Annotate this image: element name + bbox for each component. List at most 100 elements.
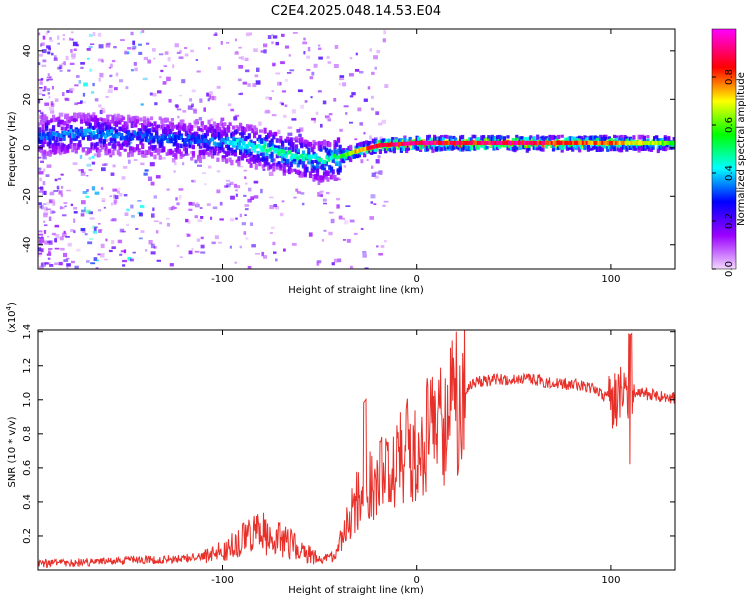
spectrogram-cell (294, 136, 299, 141)
spectrogram-cell (54, 178, 58, 182)
spectrogram-cell (94, 191, 100, 195)
spectrogram-cell (632, 145, 636, 151)
spectrogram-ridge-cell (307, 154, 311, 159)
spectrogram-cell (272, 158, 276, 162)
spectrogram-ridge-cell (189, 140, 193, 145)
spectrogram-cell (506, 135, 510, 139)
spectrogram-ridge-cell (199, 139, 203, 144)
spectrogram-cell (436, 146, 440, 151)
spectrogram-ridge-cell (480, 140, 484, 145)
spectrogram-cell (179, 256, 183, 258)
spectrogram-cell (166, 76, 171, 82)
spectrogram-ridge-cell (98, 133, 102, 138)
spectrogram-cell (244, 154, 248, 159)
spectrogram-ridge-cell (59, 134, 63, 138)
spectrogram-cell (417, 137, 421, 141)
spectrogram-cell (86, 112, 91, 116)
spectrogram-cell (226, 125, 230, 129)
spectrogram-cell (45, 116, 49, 123)
spectrogram-ridge-cell (579, 140, 583, 145)
spectrogram-cell (333, 144, 337, 150)
spectrogram-cell (318, 56, 323, 60)
spectrogram-cell (142, 116, 147, 122)
spectrogram-cell (634, 145, 638, 151)
spectrogram-cell (461, 134, 465, 140)
spectrogram-cell (452, 135, 456, 139)
spectrogram-cell (307, 46, 311, 52)
spectrogram-cell (518, 136, 522, 140)
spectrogram-cell (107, 124, 112, 130)
spectrogram-cell (38, 202, 42, 205)
spectrogram-cell (509, 144, 514, 150)
spectrogram-cell (124, 212, 129, 216)
spectrogram-cell (263, 255, 268, 259)
spectrogram-ridge-cell (245, 143, 249, 148)
spectrogram-cell (70, 87, 75, 92)
spectrogram-cell (81, 209, 86, 213)
spectrogram-cell (296, 169, 300, 175)
spectrogram-cell (415, 146, 419, 151)
spectrogram-cell (271, 226, 275, 229)
spectrogram-cell (220, 41, 223, 45)
spectrogram-ridge-cell (630, 140, 634, 145)
spectrogram-ridge-cell (339, 154, 342, 159)
spectrogram-cell (123, 148, 127, 152)
spectrogram-cell (134, 147, 138, 152)
spectrogram-cell (43, 149, 47, 154)
spectrogram-cell (149, 116, 154, 121)
spectrogram-ridge-cell (306, 155, 309, 160)
spectrogram-cell (163, 65, 168, 67)
spectrogram-cell (275, 166, 279, 170)
spectrogram-cell (153, 121, 157, 127)
spectrogram-cell (193, 120, 197, 125)
spectrogram-cell (66, 124, 70, 129)
spectrogram-cell (57, 42, 60, 45)
spectrogram-cell (39, 239, 45, 243)
spectrogram-x-tick-label: 0 (414, 274, 420, 285)
spectrogram-cell (47, 73, 50, 77)
spectrogram-cell (604, 134, 608, 139)
spectrogram-cell (340, 158, 344, 163)
spectrogram-cell (426, 135, 430, 141)
spectrogram-ridge-cell (131, 136, 135, 141)
snr-y-label: SNR (10 * v/v) (7, 416, 18, 487)
spectrogram-cell (69, 125, 73, 130)
spectrogram-cell (427, 134, 431, 140)
spectrogram-cell (297, 89, 303, 93)
spectrogram-cell (614, 137, 618, 143)
spectrogram-cell (239, 132, 243, 136)
spectrogram-cell (38, 233, 44, 236)
spectrogram-cell (656, 142, 660, 149)
spectrogram-cell (434, 136, 438, 141)
spectrogram-cell (468, 137, 472, 141)
spectrogram-cell (632, 135, 636, 140)
spectrogram-cell (338, 215, 343, 220)
spectrogram-ridge-cell (360, 147, 364, 152)
spectrogram-ridge-cell (661, 140, 665, 145)
spectrogram-cell (145, 42, 150, 45)
spectrogram-cell (235, 145, 239, 150)
spectrogram-cell (255, 80, 261, 85)
spectrogram-cell (350, 265, 353, 269)
spectrogram-cell (39, 119, 43, 125)
spectrogram-cell (153, 246, 157, 249)
spectrogram-cell (245, 182, 248, 185)
spectrogram-ridge-cell (288, 149, 292, 154)
spectrogram-cell (219, 133, 223, 139)
spectrogram-cell (57, 66, 62, 70)
spectrogram-cell (242, 130, 246, 135)
spectrogram-cell (121, 124, 126, 129)
spectrogram-cell (179, 155, 183, 159)
spectrogram-cell (162, 147, 166, 152)
spectrogram-cell (599, 138, 603, 144)
spectrogram-ridge-cell (183, 140, 187, 145)
spectrogram-cell (364, 150, 369, 154)
spectrogram-cell (374, 137, 378, 140)
spectrogram-ridge-cell (583, 140, 587, 145)
spectrogram-cell (158, 127, 163, 131)
spectrogram-cell (502, 143, 507, 148)
spectrogram-cell (86, 122, 91, 127)
spectrogram-cell (256, 150, 260, 157)
spectrogram-cell (130, 31, 134, 36)
